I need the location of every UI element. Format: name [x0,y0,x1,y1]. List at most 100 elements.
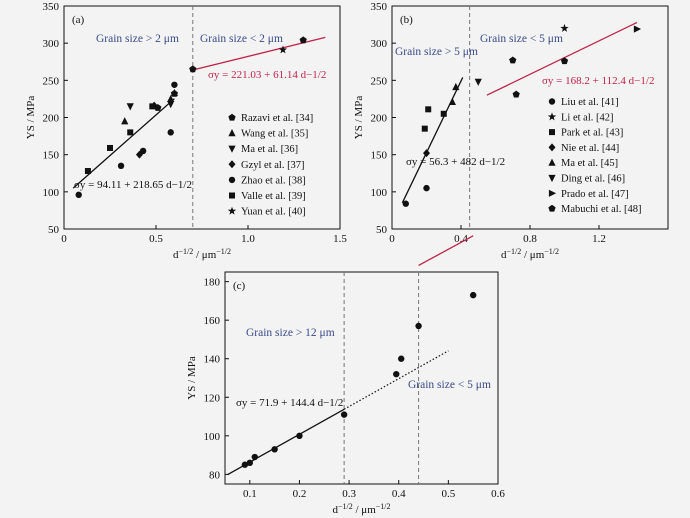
fit-equation: σy = 56.3 + 482 d−1/2 [406,156,505,168]
y-axis-title: YS / MPa [353,96,365,140]
y-tick-label: 150 [43,150,60,162]
fit-line [486,21,638,96]
x-tick-label: 0.6 [491,488,505,500]
panel-b: 0 0.4 0.8 1.2 50 100 150 200 250 300 350 d−1/2 / μm… [353,1,669,261]
series-0 [402,184,430,207]
x-tick-label: 0 [61,233,67,245]
data-point [167,129,174,136]
series-6 [278,45,288,54]
data-point [452,82,460,91]
x-tick-label: 0.5 [441,488,455,500]
y-tick-label: 180 [204,277,221,289]
data-point [251,453,258,461]
series-0 [241,291,477,468]
data-point [423,184,430,192]
y-axis-title: YS / MPa [25,96,37,140]
legend: Liu et al. [41] Li et al. [42] Park et al.… [547,97,641,215]
x-tick-label: 0.4 [392,488,406,500]
legend-label: Ding et al. [46] [561,174,625,185]
y-tick-label: 300 [43,38,60,50]
y-tick-label: 350 [43,1,60,13]
legend-label: Wang et al. [35] [241,129,308,140]
legend-marker [227,206,237,215]
data-point [246,459,254,466]
legend-label: Li et al. [42] [561,112,613,123]
data-point [271,446,278,453]
x-tick-label: 0.1 [243,488,257,500]
data-point [509,56,517,64]
series-2 [421,106,447,132]
y-tick-label: 100 [204,431,221,443]
data-point [278,45,288,54]
legend-label: Ma et al. [45] [561,158,618,169]
series-5 [84,103,156,175]
region-label: Grain size < 2 μm [200,33,283,45]
y-tick-label: 200 [43,113,60,125]
y-tick-label: 300 [371,38,388,50]
data-point [393,370,400,378]
region-label: Grain size < 5 μm [480,33,563,45]
region-label: Grain size > 2 μm [96,33,179,45]
series-3 [423,149,430,158]
legend-marker [228,160,236,169]
y-tick-label: 200 [371,113,388,125]
legend-marker [228,113,236,121]
y-tick-label: 140 [204,354,221,366]
legend-marker [549,129,555,136]
series-4 [75,81,178,199]
y-tick-label: 50 [48,224,60,236]
legend-label: Valle et al. [39] [241,191,306,202]
data-point [117,162,125,170]
fit-line [418,235,474,267]
series-4 [448,82,460,105]
data-point [127,129,134,136]
data-point [560,23,569,32]
legend-label: Razavi et al. [34] [241,113,313,124]
legend-label: Nie et al. [44] [561,143,619,154]
series-2 [126,101,175,111]
series-1 [560,23,569,32]
data-point [299,36,307,44]
data-point [84,168,91,175]
data-point [560,57,569,65]
fit-line [72,98,175,189]
legend-marker [548,143,556,152]
legend: Razavi et al. [34] Wang et al. [35] Ma et … [227,113,313,218]
legend-label: Prado et al. [47] [561,189,629,200]
data-point [75,191,82,199]
series-1 [121,88,178,125]
legend-marker [548,204,556,212]
y-tick-label: 50 [376,224,388,236]
region-label: Grain size < 5 μm [408,379,491,391]
legend-marker [548,98,556,105]
legend-marker [228,176,236,184]
legend-label: Liu et al. [41] [561,97,619,108]
data-point [469,291,477,299]
legend-marker [548,174,556,183]
data-point [425,106,432,113]
data-point [421,125,428,132]
data-point [167,101,175,109]
x-tick-label: 0.8 [523,233,537,245]
legend-marker [228,145,236,153]
panel-c: 0.1 0.2 0.3 0.4 0.5 0.6 80 100 120 140 160 180 d−1/2… [186,235,505,516]
legend-label: Mabuchi et al. [48] [561,204,641,215]
x-tick-label: 0.3 [342,488,356,500]
panel-label: (c) [233,280,246,292]
y-tick-label: 150 [371,150,388,162]
data-point [296,432,303,440]
y-tick-label: 100 [43,187,60,199]
legend-marker [548,158,556,166]
plot-frame [224,271,499,485]
legend-label: Park et al. [43] [561,128,623,139]
data-point [340,411,348,418]
legend-label: Yuan et al. [40] [241,207,306,218]
data-point [474,78,482,86]
fit-equation: σy = 71.9 + 144.4 d−1/2 [236,397,343,409]
data-point [440,110,447,117]
legend-marker [229,192,235,199]
series-0 [154,36,307,111]
data-point [415,322,422,330]
y-tick-label: 120 [204,392,221,404]
